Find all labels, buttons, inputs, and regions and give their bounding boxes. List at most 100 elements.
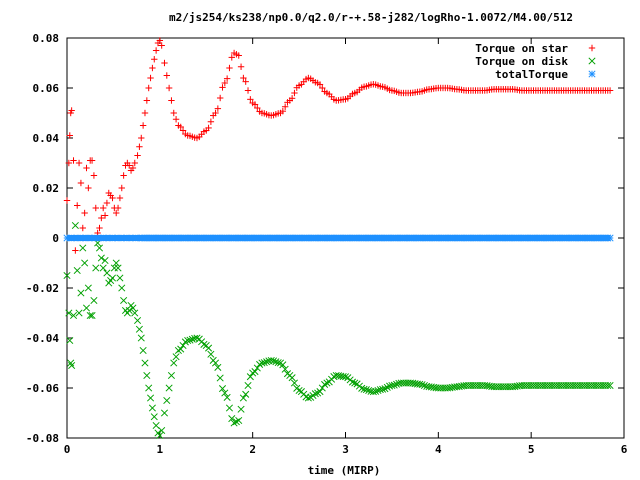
disk-torque-point xyxy=(79,244,87,252)
disk-torque-point xyxy=(393,380,401,388)
star-torque-point xyxy=(101,212,109,219)
disk-torque-point xyxy=(374,386,382,395)
disk-torque-point xyxy=(92,264,100,272)
disk-torque-point xyxy=(150,413,158,421)
disk-torque-point xyxy=(390,381,398,389)
star-torque-point xyxy=(216,94,224,102)
star-torque-point xyxy=(207,118,215,125)
disk-torque-point xyxy=(221,389,229,397)
disk-torque-point xyxy=(379,385,387,393)
star-torque-point xyxy=(129,164,137,172)
series-star xyxy=(63,234,614,242)
x-tick-label: 1 xyxy=(157,443,164,456)
star-torque-point xyxy=(92,204,99,212)
star-torque-point xyxy=(291,89,298,97)
data-marks xyxy=(63,37,614,440)
disk-torque-point xyxy=(360,385,368,393)
disk-torque-point xyxy=(63,271,71,280)
star-torque-point xyxy=(66,132,73,139)
disk-torque-point xyxy=(304,394,312,402)
disk-torque-point xyxy=(116,274,124,282)
disk-torque-point xyxy=(365,386,373,395)
disk-torque-point xyxy=(369,388,377,396)
disk-torque-point xyxy=(341,373,350,381)
star-torque-point xyxy=(165,84,173,92)
disk-torque-point xyxy=(237,405,245,413)
star-torque-point xyxy=(205,124,212,132)
star-torque-point xyxy=(139,122,147,129)
disk-torque-point xyxy=(141,359,149,367)
star-torque-point xyxy=(100,204,107,212)
disk-torque-point xyxy=(148,404,156,412)
disk-torque-point xyxy=(420,381,428,390)
star-torque-point xyxy=(96,224,103,232)
disk-torque-point xyxy=(90,296,98,305)
disk-torque-point xyxy=(172,353,180,361)
star-torque-point xyxy=(72,247,79,254)
star-torque-point xyxy=(247,96,254,103)
star-torque-point xyxy=(138,134,145,142)
star-torque-point xyxy=(316,81,324,88)
disk-torque-point xyxy=(163,396,171,405)
disk-torque-point xyxy=(351,379,359,387)
star-torque-point xyxy=(223,75,231,82)
disk-torque-point xyxy=(131,309,139,317)
star-torque-point xyxy=(288,95,296,102)
disk-torque-point xyxy=(274,359,282,367)
x-tick-label: 3 xyxy=(342,443,349,456)
disk-torque-point xyxy=(311,390,319,398)
star-torque-point xyxy=(125,162,133,169)
disk-torque-point xyxy=(137,334,145,342)
disk-torque-point xyxy=(158,426,166,435)
star-torque-point xyxy=(221,79,229,87)
disk-torque-point xyxy=(133,316,142,325)
star-torque-point xyxy=(120,172,127,179)
disk-torque-point xyxy=(200,340,208,348)
disk-torque-point xyxy=(139,346,147,355)
disk-torque-point xyxy=(73,266,81,275)
star-torque-point xyxy=(237,63,245,70)
star-torque-point xyxy=(81,209,88,217)
disk-torque-point xyxy=(251,367,259,376)
disk-torque-point xyxy=(244,381,252,390)
disk-torque-point xyxy=(288,374,296,382)
star-torque-point xyxy=(65,159,73,167)
star-torque-point xyxy=(77,179,85,187)
disk-torque-point xyxy=(279,361,287,369)
y-tick-label: 0.06 xyxy=(33,82,60,95)
star-torque-point xyxy=(109,194,116,202)
x-tick-label: 4 xyxy=(435,443,442,456)
star-torque-point xyxy=(116,194,124,202)
star-torque-point xyxy=(156,37,164,44)
star-torque-point xyxy=(244,87,252,94)
star-torque-point xyxy=(63,197,71,204)
disk-torque-point xyxy=(67,359,75,367)
disk-torque-point xyxy=(114,264,122,272)
disk-torque-point xyxy=(75,309,83,317)
legend-label: totalTorque xyxy=(495,68,568,81)
y-tick-label: 0.02 xyxy=(33,182,60,195)
y-tick-label: -0.02 xyxy=(26,282,59,295)
disk-torque-point xyxy=(418,381,426,389)
star-torque-point xyxy=(226,64,233,72)
disk-torque-point xyxy=(323,379,331,387)
star-torque-point xyxy=(136,143,143,150)
y-tick-label: 0.08 xyxy=(33,32,60,45)
star-torque-point xyxy=(212,109,219,117)
star-torque-point xyxy=(114,204,122,212)
star-torque-point xyxy=(279,107,287,115)
disk-torque-point xyxy=(242,390,250,398)
disk-torque-point xyxy=(272,358,280,366)
disk-torque-point xyxy=(167,371,175,380)
disk-torque-point xyxy=(267,356,275,365)
disk-torque-point xyxy=(216,374,224,382)
disk-torque-point xyxy=(211,359,220,367)
star-torque-point xyxy=(606,87,614,94)
disk-torque-point xyxy=(108,274,117,282)
disk-torque-point xyxy=(281,365,289,373)
disk-torque-point xyxy=(143,371,151,380)
y-tick-label: -0.06 xyxy=(26,382,59,395)
star-torque-point xyxy=(147,74,154,82)
disk-torque-point xyxy=(135,325,143,333)
disk-torque-point xyxy=(214,363,222,371)
